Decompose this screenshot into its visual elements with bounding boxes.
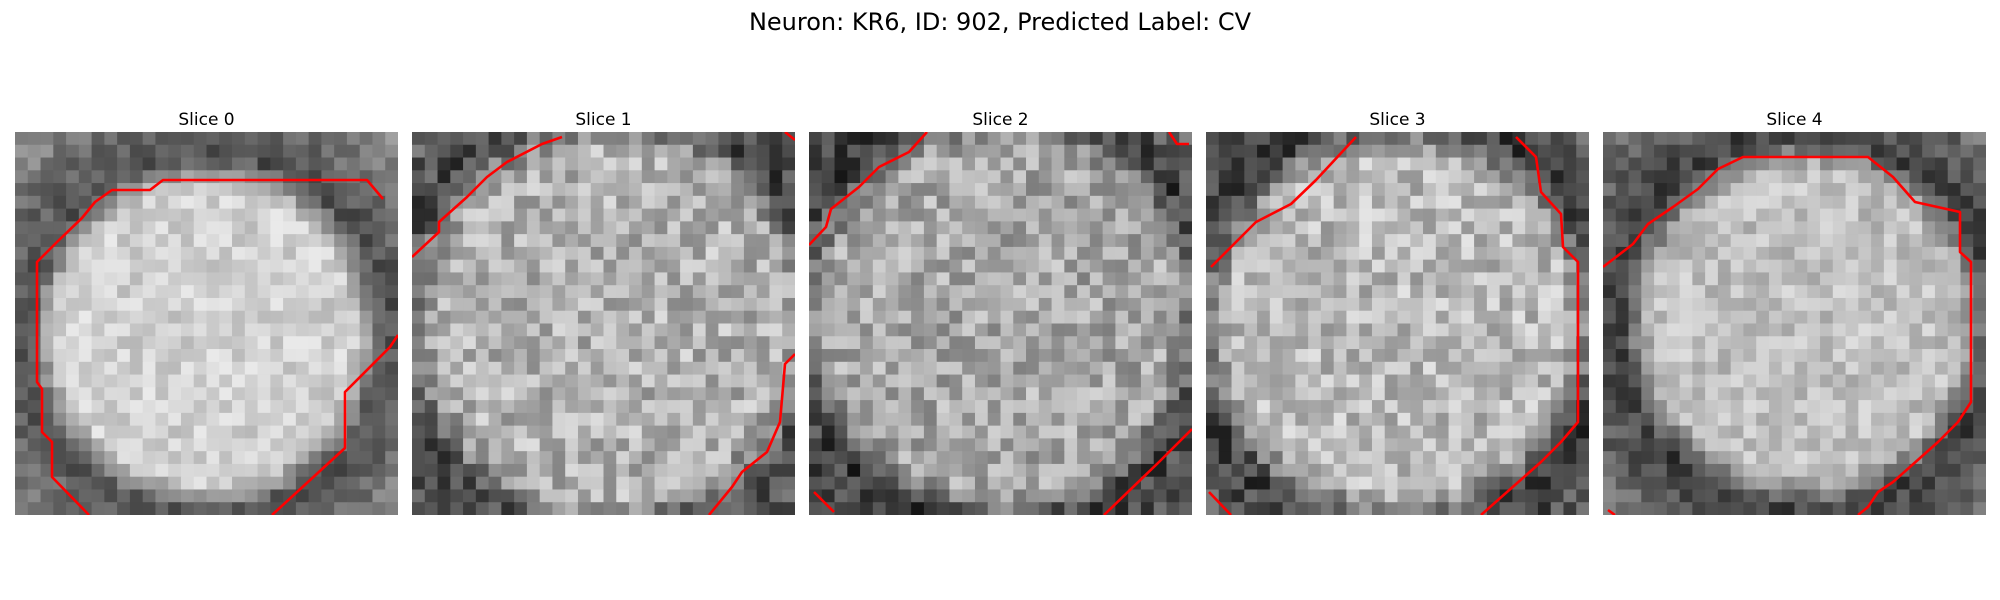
- slice-panel-3: Slice 3: [1206, 108, 1589, 515]
- cell-contour-line: [271, 334, 398, 515]
- slice-image-2: [809, 132, 1192, 515]
- slice-panel-1: Slice 1: [412, 108, 795, 515]
- cell-contour-line: [784, 132, 795, 142]
- cell-contour-line: [1208, 491, 1232, 515]
- cell-contour-line: [1210, 136, 1357, 268]
- cell-contour-line: [1603, 155, 1973, 515]
- figure-title: Neuron: KR6, ID: 902, Predicted Label: C…: [748, 8, 1252, 36]
- cell-contour-line: [1103, 428, 1192, 515]
- slice-title: Slice 3: [1369, 110, 1426, 130]
- slice-title: Slice 2: [972, 110, 1029, 130]
- slice-image-0: [15, 132, 398, 515]
- cell-contour-line: [412, 135, 563, 258]
- slice-panel-0: Slice 0: [15, 108, 398, 515]
- cell-contour-line: [35, 178, 384, 515]
- slice-title: Slice 0: [178, 110, 235, 130]
- slice-panel-4: Slice 4: [1603, 108, 1986, 515]
- slice-panel-2: Slice 2: [809, 108, 1192, 515]
- cell-contour-line: [1480, 136, 1580, 515]
- slice-image-1: [412, 132, 795, 515]
- cell-contour-line: [707, 353, 795, 515]
- slice-image-4: [1603, 132, 1986, 515]
- slice-title: Slice 4: [1766, 110, 1823, 130]
- cell-contour-line: [813, 491, 835, 513]
- cell-contour-line: [1607, 508, 1616, 515]
- slice-title: Slice 1: [575, 110, 632, 130]
- slice-image-3: [1206, 132, 1589, 515]
- cell-contour-line: [809, 132, 928, 246]
- cell-contour-line: [1167, 132, 1189, 146]
